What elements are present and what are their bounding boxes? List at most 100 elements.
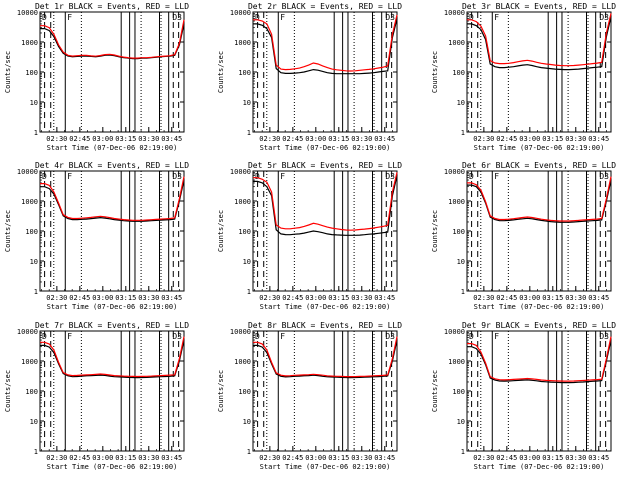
flag-label: F [67, 172, 72, 181]
plot-frame [252, 170, 398, 292]
y-axis-label: Counts/sec [431, 370, 439, 412]
series-events-line [467, 339, 612, 384]
y-axis-label: Counts/sec [217, 210, 225, 252]
x-tick-label: 03:30 [351, 454, 372, 462]
series-events-line [253, 175, 398, 236]
y-tick-label: 1 [247, 288, 251, 296]
panel-title: Det 3r BLACK = Events, RED = LLD [462, 2, 616, 11]
panel-9: Det 9r BLACK = Events, RED = LLD 1 10 100 10… [431, 321, 616, 471]
x-tick-label: 03:45 [161, 454, 182, 462]
x-tick-label: 02:30 [259, 454, 280, 462]
corner-label-right: D3 [172, 13, 182, 22]
y-tick-label: 10 [457, 418, 465, 426]
x-tick-label: 03:15 [115, 135, 136, 143]
flag-label: F [280, 13, 285, 22]
x-tick-label: 03:45 [161, 294, 182, 302]
panel-2: Det 2r BLACK = Events, RED = LLD 1 10 100 10… [217, 2, 402, 152]
corner-label-right: D3 [599, 13, 609, 22]
x-tick-label: 02:45 [69, 294, 90, 302]
y-tick-label: 100 [452, 228, 465, 236]
y-tick-label: 10000 [444, 9, 465, 17]
x-tick-label: 03:00 [92, 294, 113, 302]
panel-3: Det 3r BLACK = Events, RED = LLD 1 10 100 10… [431, 2, 616, 152]
y-tick-label: 1000 [21, 198, 38, 206]
corner-label-left: D [255, 332, 260, 341]
series-lld-line [253, 14, 398, 72]
y-tick-label: 10000 [230, 328, 251, 336]
series-lld-line [467, 13, 612, 67]
y-tick-label: 10000 [230, 9, 251, 17]
series-events-line [40, 23, 185, 60]
corner-label-right: D3 [172, 332, 182, 341]
x-tick-label: 03:45 [588, 454, 609, 462]
y-tick-label: 100 [238, 388, 251, 396]
y-tick-label: 10 [30, 418, 38, 426]
x-tick-label: 03:15 [328, 294, 349, 302]
flag-label: F [67, 332, 72, 341]
x-tick-label: 03:15 [328, 135, 349, 143]
x-axis-label: Start Time (07-Dec-06 02:19:00) [260, 303, 391, 311]
series-events-line [467, 16, 612, 71]
y-axis-label: Counts/sec [4, 210, 12, 252]
x-tick-label: 02:45 [282, 294, 303, 302]
flag-label: F [494, 13, 499, 22]
panel-title: Det 5r BLACK = Events, RED = LLD [248, 161, 402, 170]
plot-frame [39, 11, 185, 133]
y-axis-label: Counts/sec [217, 370, 225, 412]
y-tick-label: 100 [238, 69, 251, 77]
flag-label: F [494, 172, 499, 181]
y-tick-label: 100 [452, 388, 465, 396]
y-tick-label: 10000 [17, 168, 38, 176]
x-tick-label: 02:45 [496, 454, 517, 462]
x-tick-label: 03:45 [374, 454, 395, 462]
y-axis-label: Counts/sec [431, 51, 439, 93]
x-tick-label: 03:30 [351, 135, 372, 143]
x-tick-label: 02:45 [69, 454, 90, 462]
x-tick-label: 03:15 [115, 454, 136, 462]
corner-label-left: D [42, 13, 47, 22]
corner-label-right: D3 [599, 172, 609, 181]
series-events-line [40, 339, 185, 379]
x-tick-label: 03:00 [519, 454, 540, 462]
x-tick-label: 02:45 [496, 294, 517, 302]
y-tick-label: 1000 [234, 198, 251, 206]
x-axis-label: Start Time (07-Dec-06 02:19:00) [47, 144, 178, 152]
y-tick-label: 10000 [230, 168, 251, 176]
x-tick-label: 03:00 [519, 135, 540, 143]
corner-label-right: D3 [385, 172, 395, 181]
x-tick-label: 02:45 [496, 135, 517, 143]
x-tick-label: 02:30 [259, 294, 280, 302]
corner-label-right: D3 [599, 332, 609, 341]
y-tick-label: 10000 [444, 168, 465, 176]
x-tick-label: 03:15 [542, 294, 563, 302]
x-tick-label: 03:15 [542, 454, 563, 462]
x-tick-label: 02:30 [259, 135, 280, 143]
x-axis-label: Start Time (07-Dec-06 02:19:00) [474, 144, 605, 152]
y-tick-label: 10 [30, 258, 38, 266]
y-tick-label: 10 [243, 418, 251, 426]
y-tick-label: 1000 [448, 198, 465, 206]
x-axis-label: Start Time (07-Dec-06 02:19:00) [474, 463, 605, 471]
x-tick-label: 02:30 [46, 294, 67, 302]
y-tick-label: 1 [34, 288, 38, 296]
x-tick-label: 03:30 [351, 294, 372, 302]
panel-5: Det 5r BLACK = Events, RED = LLD 1 10 100 10… [217, 161, 402, 311]
panel-title: Det 6r BLACK = Events, RED = LLD [462, 161, 616, 170]
series-events-line [253, 18, 398, 75]
y-tick-label: 10 [457, 99, 465, 107]
x-tick-label: 03:00 [92, 135, 113, 143]
x-tick-label: 03:00 [92, 454, 113, 462]
x-tick-label: 02:45 [69, 135, 90, 143]
y-tick-label: 10000 [444, 328, 465, 336]
y-tick-label: 1000 [234, 358, 251, 366]
y-axis-label: Counts/sec [4, 370, 12, 412]
y-tick-label: 1000 [21, 358, 38, 366]
y-tick-label: 100 [452, 69, 465, 77]
x-tick-label: 03:15 [328, 454, 349, 462]
plot-frame [466, 170, 612, 292]
series-lld-line [40, 19, 185, 59]
x-axis-label: Start Time (07-Dec-06 02:19:00) [47, 303, 178, 311]
panel-title: Det 9r BLACK = Events, RED = LLD [462, 321, 616, 330]
y-tick-label: 1000 [448, 358, 465, 366]
